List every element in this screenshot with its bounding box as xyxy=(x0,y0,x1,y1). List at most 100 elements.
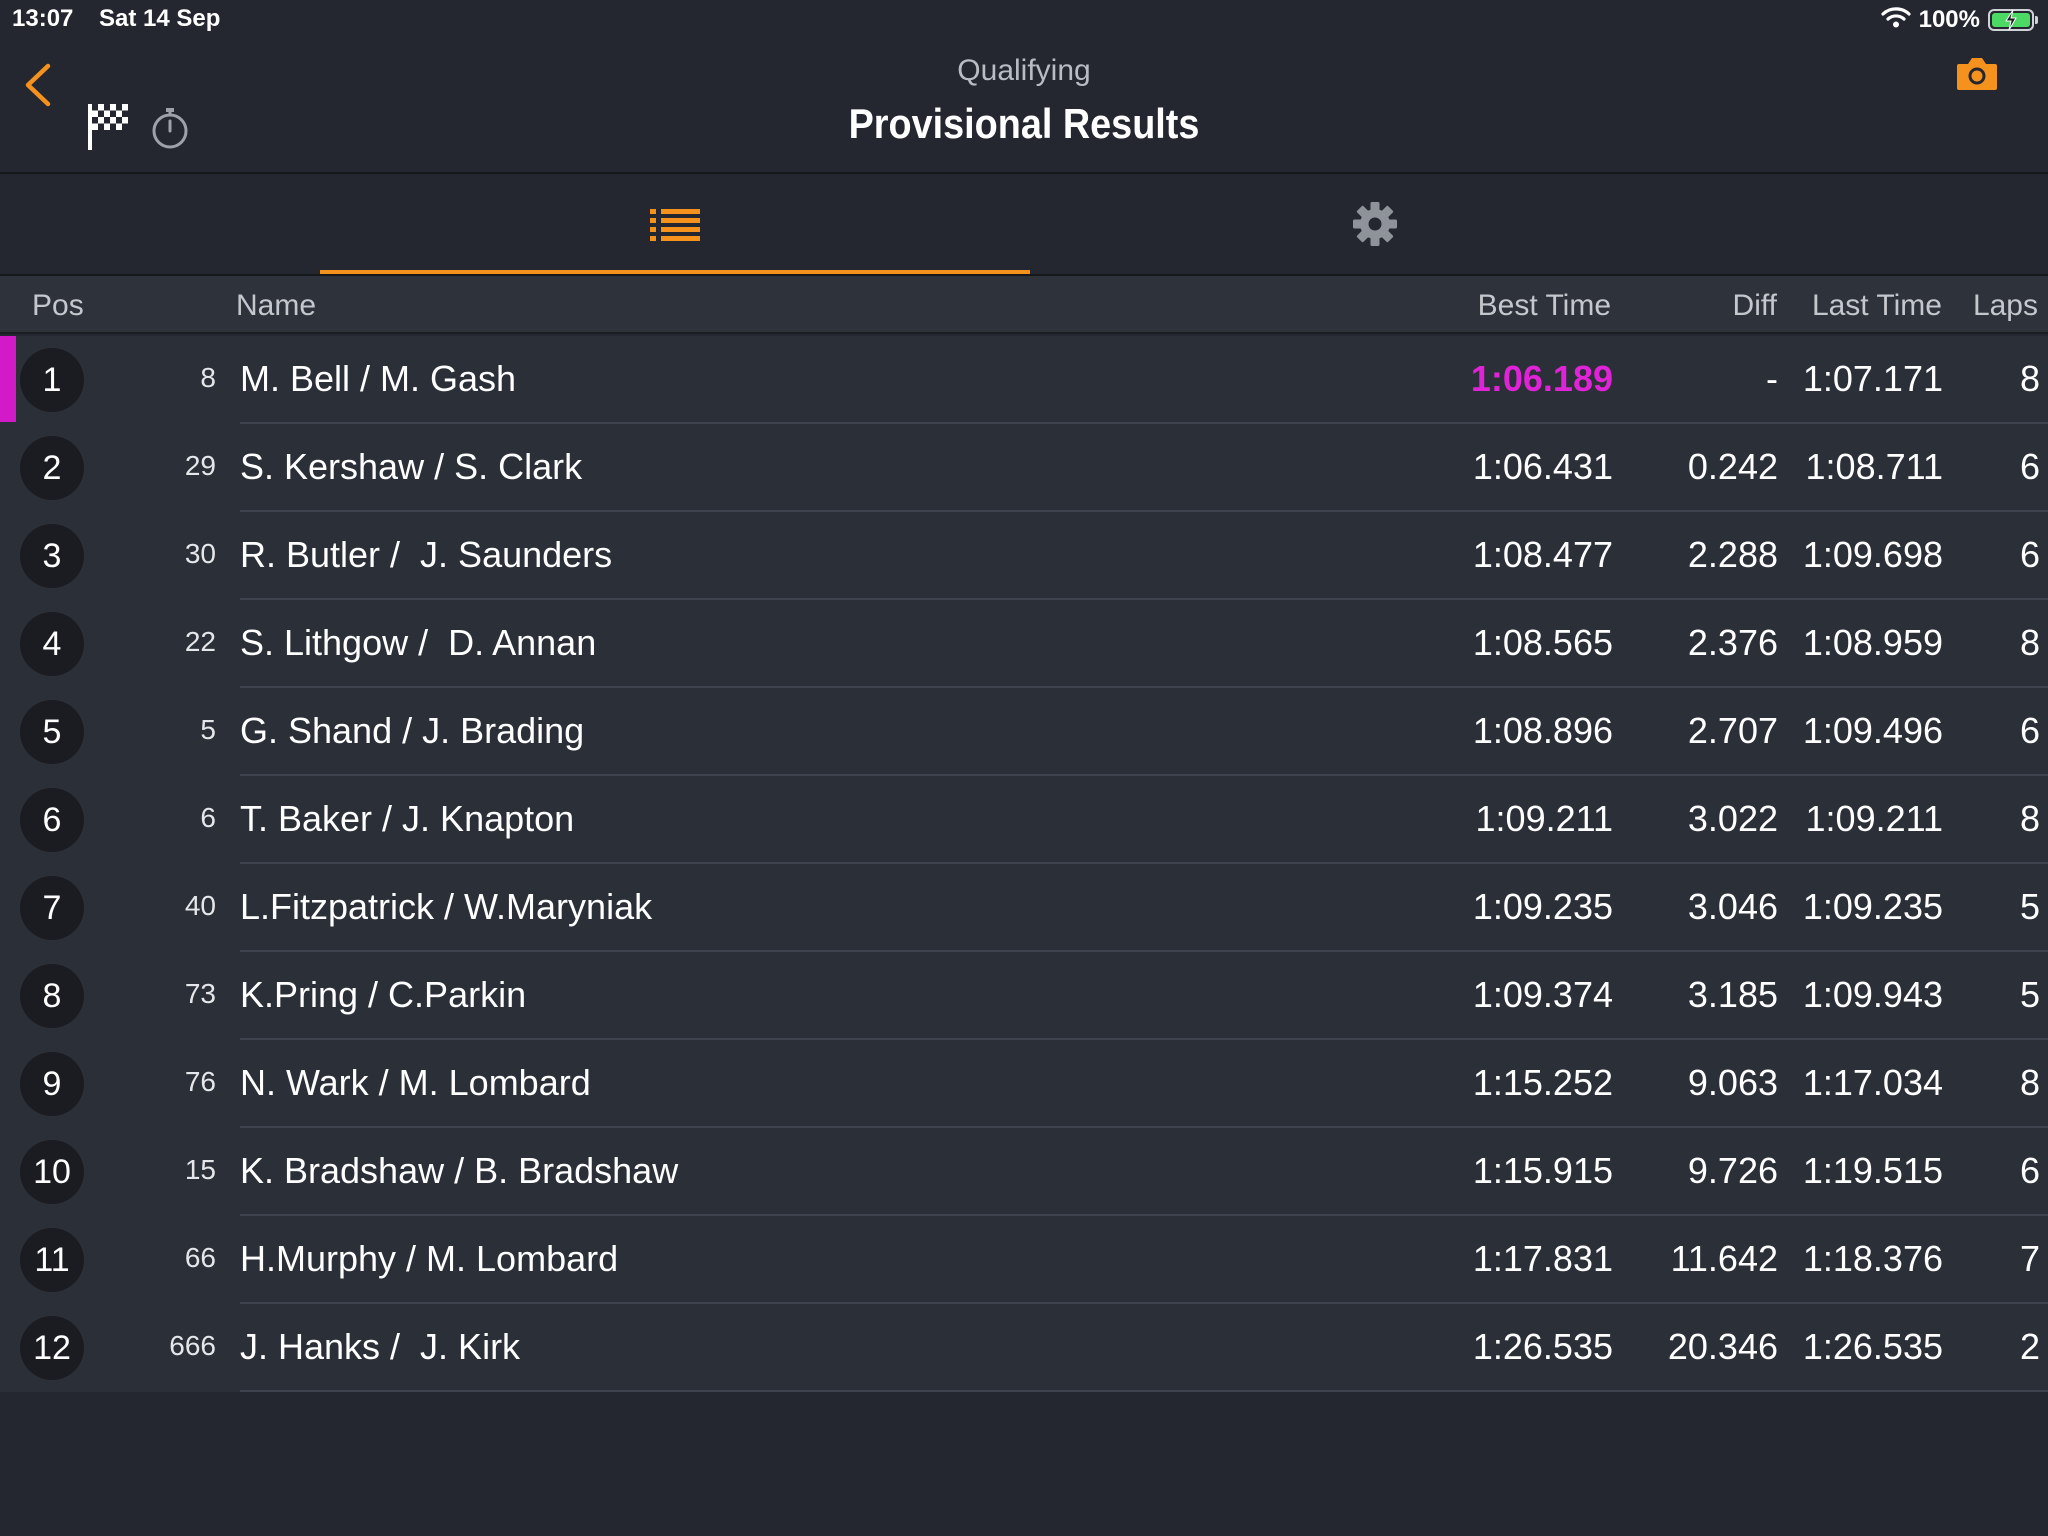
row-divider xyxy=(240,862,2048,864)
diff-time: 2.288 xyxy=(1687,534,1778,575)
row-divider xyxy=(240,1390,2048,1392)
position-badge: 3 xyxy=(20,524,84,588)
car-number: 666 xyxy=(169,1330,216,1361)
row-divider xyxy=(240,422,2048,424)
diff-time: 2.707 xyxy=(1687,710,1778,751)
last-time: 1:09.496 xyxy=(1802,710,1943,751)
page-title: Provisional Results xyxy=(848,100,1200,147)
lap-count: 8 xyxy=(2019,358,2040,399)
table-row[interactable]: 8 73 K.Pring / C.Parkin 1:09.374 3.185 1… xyxy=(0,952,2048,1040)
column-header-pos[interactable]: Pos xyxy=(32,289,84,322)
last-time: 1:08.959 xyxy=(1802,622,1943,663)
best-time: 1:15.252 xyxy=(1472,1062,1613,1103)
lap-count: 6 xyxy=(2019,446,2040,487)
lap-count: 6 xyxy=(2019,534,2040,575)
table-row[interactable]: 3 30 R. Butler / J. Saunders 1:08.477 2.… xyxy=(0,512,2048,600)
best-time: 1:17.831 xyxy=(1472,1238,1613,1279)
table-row[interactable]: 10 15 K. Bradshaw / B. Bradshaw 1:15.915… xyxy=(0,1128,2048,1216)
column-header-best-time[interactable]: Best Time xyxy=(1477,289,1611,322)
diff-time: 0.242 xyxy=(1687,446,1778,487)
best-time: 1:08.477 xyxy=(1472,534,1613,575)
table-row[interactable]: 9 76 N. Wark / M. Lombard 1:15.252 9.063… xyxy=(0,1040,2048,1128)
tab-results-list[interactable] xyxy=(320,174,1030,274)
last-time: 1:09.235 xyxy=(1802,886,1943,927)
camera-button[interactable] xyxy=(1955,54,1999,99)
last-time: 1:19.515 xyxy=(1802,1150,1943,1191)
lap-count: 8 xyxy=(2019,798,2040,839)
best-time: 1:09.235 xyxy=(1472,886,1613,927)
nav-bar: Qualifying Provisional Results xyxy=(0,40,2048,174)
lap-count: 6 xyxy=(2019,710,2040,751)
row-divider xyxy=(240,1302,2048,1304)
last-time: 1:09.698 xyxy=(1802,534,1943,575)
table-row[interactable]: 12 666 J. Hanks / J. Kirk 1:26.535 20.34… xyxy=(0,1304,2048,1392)
diff-time: 3.046 xyxy=(1687,886,1778,927)
driver-names: N. Wark / M. Lombard xyxy=(240,1062,591,1103)
lap-count: 6 xyxy=(2019,1150,2040,1191)
tab-settings[interactable] xyxy=(1020,174,1730,274)
driver-names: K.Pring / C.Parkin xyxy=(240,974,527,1015)
status-bar: 13:07 Sat 14 Sep 100% xyxy=(0,0,2048,40)
active-tab-indicator xyxy=(320,270,1030,274)
car-number: 22 xyxy=(184,626,216,657)
position-badge: 8 xyxy=(20,964,84,1028)
position-badge: 11 xyxy=(20,1228,84,1292)
camera-icon xyxy=(1957,58,1997,90)
column-header-name[interactable]: Name xyxy=(236,289,317,322)
table-row[interactable]: 4 22 S. Lithgow / D. Annan 1:08.565 2.37… xyxy=(0,600,2048,688)
list-icon xyxy=(650,209,700,241)
position-badge: 1 xyxy=(20,348,84,412)
last-time: 1:26.535 xyxy=(1802,1326,1943,1367)
table-row[interactable]: 11 66 H.Murphy / M. Lombard 1:17.831 11.… xyxy=(0,1216,2048,1304)
bolt-icon xyxy=(2005,9,2017,31)
back-button[interactable] xyxy=(18,60,58,110)
last-time: 1:08.711 xyxy=(1805,446,1943,487)
row-divider xyxy=(240,510,2048,512)
status-date: Sat 14 Sep xyxy=(99,5,221,32)
row-divider xyxy=(240,686,2048,688)
best-time: 1:08.896 xyxy=(1472,710,1613,751)
driver-names: R. Butler / J. Saunders xyxy=(240,534,613,575)
table-row[interactable]: 1 8 M. Bell / M. Gash 1:06.189 - 1:07.17… xyxy=(0,336,2048,424)
best-time: 1:26.535 xyxy=(1472,1326,1613,1367)
checkered-flag-icon[interactable] xyxy=(86,100,132,157)
last-time: 1:17.034 xyxy=(1802,1062,1943,1103)
lap-count: 7 xyxy=(2019,1238,2040,1279)
driver-names: H.Murphy / M. Lombard xyxy=(240,1238,619,1279)
best-time: 1:08.565 xyxy=(1472,622,1613,663)
column-header-last-time[interactable]: Last Time xyxy=(1811,289,1942,322)
car-number: 30 xyxy=(184,538,216,569)
position-badge: 6 xyxy=(20,788,84,852)
driver-names: K. Bradshaw / B. Bradshaw xyxy=(240,1150,679,1191)
driver-names: T. Baker / J. Knapton xyxy=(240,798,575,839)
last-time: 1:09.211 xyxy=(1805,798,1943,839)
battery-nub xyxy=(2035,16,2038,24)
column-header-diff[interactable]: Diff xyxy=(1732,289,1777,322)
fastest-lap-indicator xyxy=(0,336,16,422)
column-header-laps[interactable]: Laps xyxy=(1972,289,2038,322)
row-divider xyxy=(240,1214,2048,1216)
driver-names: G. Shand / J. Brading xyxy=(240,710,585,751)
row-divider xyxy=(240,1126,2048,1128)
diff-time: - xyxy=(1766,358,1778,399)
best-time: 1:06.431 xyxy=(1472,446,1613,487)
table-row[interactable]: 7 40 L.Fitzpatrick / W.Maryniak 1:09.235… xyxy=(0,864,2048,952)
chevron-left-icon xyxy=(25,63,51,107)
diff-time: 20.346 xyxy=(1667,1326,1778,1367)
table-row[interactable]: 6 6 T. Baker / J. Knapton 1:09.211 3.022… xyxy=(0,776,2048,864)
stopwatch-icon[interactable] xyxy=(150,106,190,155)
battery-charging-icon xyxy=(1988,9,2038,31)
best-time: 1:15.915 xyxy=(1472,1150,1613,1191)
results-table: 1 8 M. Bell / M. Gash 1:06.189 - 1:07.17… xyxy=(0,336,2048,1392)
car-number: 8 xyxy=(200,362,216,393)
driver-names: M. Bell / M. Gash xyxy=(240,358,517,399)
tab-bar xyxy=(0,174,2048,276)
car-number: 5 xyxy=(200,714,216,745)
table-row[interactable]: 5 5 G. Shand / J. Brading 1:08.896 2.707… xyxy=(0,688,2048,776)
battery-percent: 100% xyxy=(1918,6,1980,33)
diff-time: 9.726 xyxy=(1687,1150,1778,1191)
table-row[interactable]: 2 29 S. Kershaw / S. Clark 1:06.431 0.24… xyxy=(0,424,2048,512)
lap-count: 8 xyxy=(2019,1062,2040,1103)
row-divider xyxy=(240,774,2048,776)
driver-names: L.Fitzpatrick / W.Maryniak xyxy=(240,886,653,927)
